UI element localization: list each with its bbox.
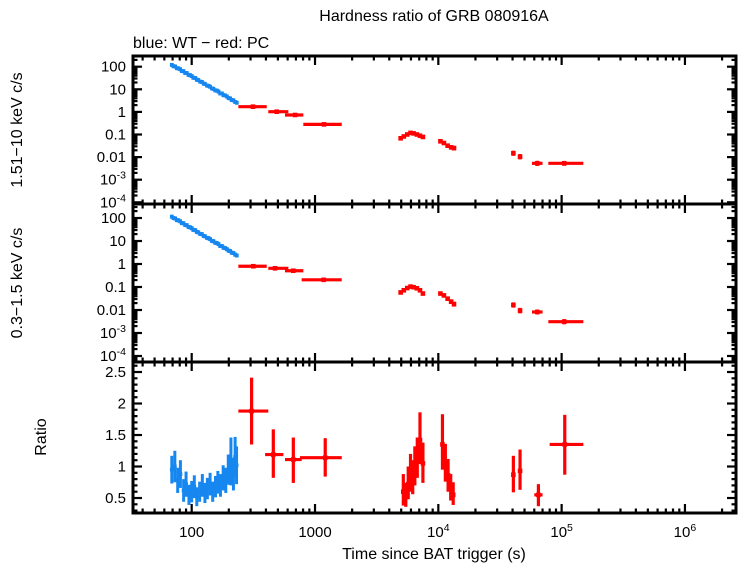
y-tick-label: 2.5 (105, 364, 126, 381)
y-tick-label: 10-4 (100, 346, 126, 365)
y-tick-label: 10-3 (100, 170, 126, 189)
legend-note: blue: WT − red: PC (133, 35, 269, 52)
panel-soft-band-series-wt (169, 214, 239, 258)
panel-hard-band-series-wt (169, 62, 239, 105)
plot-frame (131, 54, 738, 515)
y-tick-label: 1 (118, 459, 126, 476)
x-tick-label: 100 (179, 524, 204, 541)
panel-hard-band-series-pc (238, 104, 584, 166)
y-axis-title-soft-band: 0.3−1.5 keV c/s (9, 228, 26, 339)
y-tick-label: 2 (118, 396, 126, 413)
x-tick-label: 106 (674, 522, 697, 541)
y-tick-label: 0.1 (105, 126, 126, 143)
y-tick-label: 0.1 (105, 279, 126, 296)
x-tick-label: 104 (427, 522, 450, 541)
y-tick-label: 10 (109, 81, 126, 98)
x-axis-title: Time since BAT trigger (s) (342, 546, 526, 563)
chart-title: Hardness ratio of GRB 080916A (319, 8, 549, 25)
panel-soft-band-series-pc (238, 263, 584, 325)
y-axis-title-ratio: Ratio (33, 418, 50, 455)
y-tick-label: 10-4 (100, 192, 126, 211)
y-tick-label: 0.01 (97, 149, 126, 166)
y-tick-label: 0.5 (105, 490, 126, 507)
y-tick-label: 10-3 (100, 323, 126, 342)
data-points-layer (169, 62, 584, 507)
y-tick-label: 1.5 (105, 427, 126, 444)
axis-tick-labels: 100 1000 104 105 1061001010.10.0110-310-4100… (97, 59, 697, 541)
x-tick-label: 105 (550, 522, 573, 541)
panel-ratio-series-wt (169, 436, 239, 507)
axis-ticks (133, 56, 736, 513)
y-tick-label: 100 (101, 210, 126, 227)
y-tick-label: 100 (101, 59, 126, 76)
panel-ratio-series-pc (238, 377, 584, 507)
x-tick-label: 1000 (298, 524, 331, 541)
y-tick-label: 1 (118, 104, 126, 121)
y-tick-label: 1 (118, 256, 126, 273)
y-tick-label: 10 (109, 233, 126, 250)
y-tick-label: 0.01 (97, 302, 126, 319)
y-axis-title-hard-band: 1.51−10 keV c/s (9, 72, 26, 187)
